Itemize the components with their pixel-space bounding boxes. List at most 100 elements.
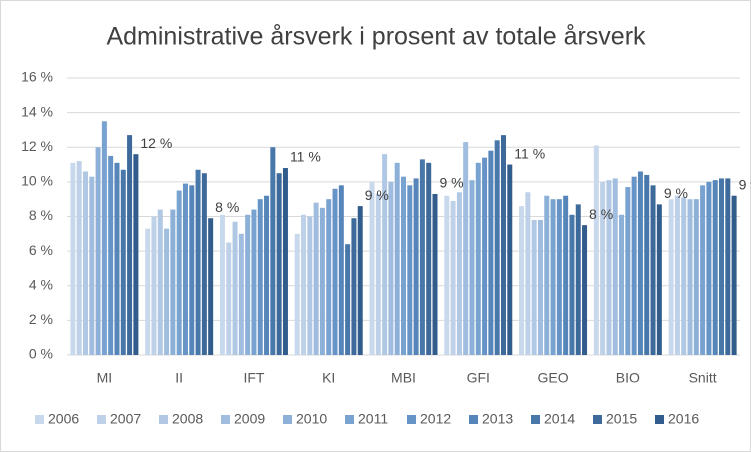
bar <box>712 180 718 355</box>
bar <box>251 209 257 355</box>
bar <box>375 193 381 355</box>
bar <box>606 180 612 355</box>
y-tick-label: 2 % <box>29 311 53 327</box>
bar <box>276 173 282 355</box>
bar <box>226 242 232 355</box>
bar <box>407 185 413 355</box>
bar <box>114 162 120 355</box>
bar <box>76 161 82 355</box>
legend-label: 2016 <box>668 411 699 427</box>
legend-label: 2011 <box>358 411 388 427</box>
bar <box>182 183 188 355</box>
bar <box>631 176 637 355</box>
bar <box>731 195 737 355</box>
bar <box>482 157 488 355</box>
bar <box>668 199 674 355</box>
bar <box>95 147 101 355</box>
bar <box>257 199 263 355</box>
bar <box>401 176 406 355</box>
value-label: 9 % <box>664 185 688 201</box>
bar <box>693 199 699 355</box>
value-label: 9 % <box>739 176 751 192</box>
bar <box>101 121 107 355</box>
bar <box>700 185 706 355</box>
bar <box>531 219 537 355</box>
bar <box>432 193 438 355</box>
bar <box>556 199 562 355</box>
bar <box>394 162 400 355</box>
bar <box>600 181 606 355</box>
bar <box>301 214 307 355</box>
bar <box>208 218 214 355</box>
bar <box>637 171 643 355</box>
legend-swatch <box>469 415 478 424</box>
bar <box>82 171 88 355</box>
bar <box>450 200 456 355</box>
legend-label: 2015 <box>606 411 637 427</box>
y-tick-label: 0 % <box>29 346 53 362</box>
value-label: 11 % <box>514 145 545 161</box>
legend-swatch <box>221 415 230 424</box>
legend-label: 2014 <box>544 411 575 427</box>
bar <box>544 195 550 355</box>
bar <box>537 219 543 355</box>
legend-swatch <box>159 415 168 424</box>
value-label: 9 % <box>365 187 389 203</box>
bar <box>70 162 76 355</box>
y-tick-label: 10 % <box>21 173 53 189</box>
x-tick-label: IFT <box>243 370 264 386</box>
bar <box>120 169 126 355</box>
bar <box>619 214 625 355</box>
bar <box>569 214 575 355</box>
x-tick-label: MI <box>97 370 113 386</box>
x-tick-label: Snitt <box>689 370 717 386</box>
legend-label: 2008 <box>172 411 203 427</box>
bar <box>463 142 469 355</box>
bar <box>494 140 500 355</box>
bar <box>294 233 300 355</box>
bar <box>270 147 276 355</box>
legend-swatch <box>345 415 354 424</box>
bar <box>319 207 325 355</box>
bar <box>681 197 687 355</box>
bar <box>108 155 114 355</box>
bar <box>157 209 163 355</box>
bar <box>133 154 139 355</box>
bar <box>563 195 569 355</box>
legend-swatch <box>283 415 292 424</box>
bar <box>307 216 313 355</box>
value-label: 8 % <box>215 199 239 215</box>
bar <box>650 185 656 355</box>
bar <box>238 233 244 355</box>
bar <box>326 199 332 355</box>
x-tick-label: GFI <box>467 370 490 386</box>
bar <box>189 185 195 355</box>
bar <box>219 214 225 355</box>
bar <box>475 162 481 355</box>
bar <box>151 216 157 355</box>
bar <box>164 228 170 355</box>
bar <box>674 195 680 355</box>
bar <box>525 192 531 355</box>
bar <box>582 225 588 355</box>
bar <box>725 178 731 355</box>
x-tick-label: KI <box>322 370 335 386</box>
bar <box>388 181 394 355</box>
chart-title: Administrative årsverk i prosent av tota… <box>106 23 646 51</box>
bar <box>656 204 662 355</box>
bar <box>357 206 363 355</box>
bar <box>338 185 344 355</box>
legend-label: 2007 <box>110 411 141 427</box>
y-tick-label: 12 % <box>21 138 53 154</box>
bar <box>625 187 631 355</box>
y-tick-label: 16 % <box>21 69 53 85</box>
value-label: 8 % <box>589 206 613 222</box>
legend-label: 2010 <box>296 411 327 427</box>
bar <box>313 202 319 355</box>
bar <box>644 174 650 355</box>
bar <box>575 204 581 355</box>
bar <box>332 188 338 355</box>
bar <box>500 135 506 355</box>
legend-label: 2012 <box>420 411 451 427</box>
x-tick-label: BIO <box>616 370 640 386</box>
